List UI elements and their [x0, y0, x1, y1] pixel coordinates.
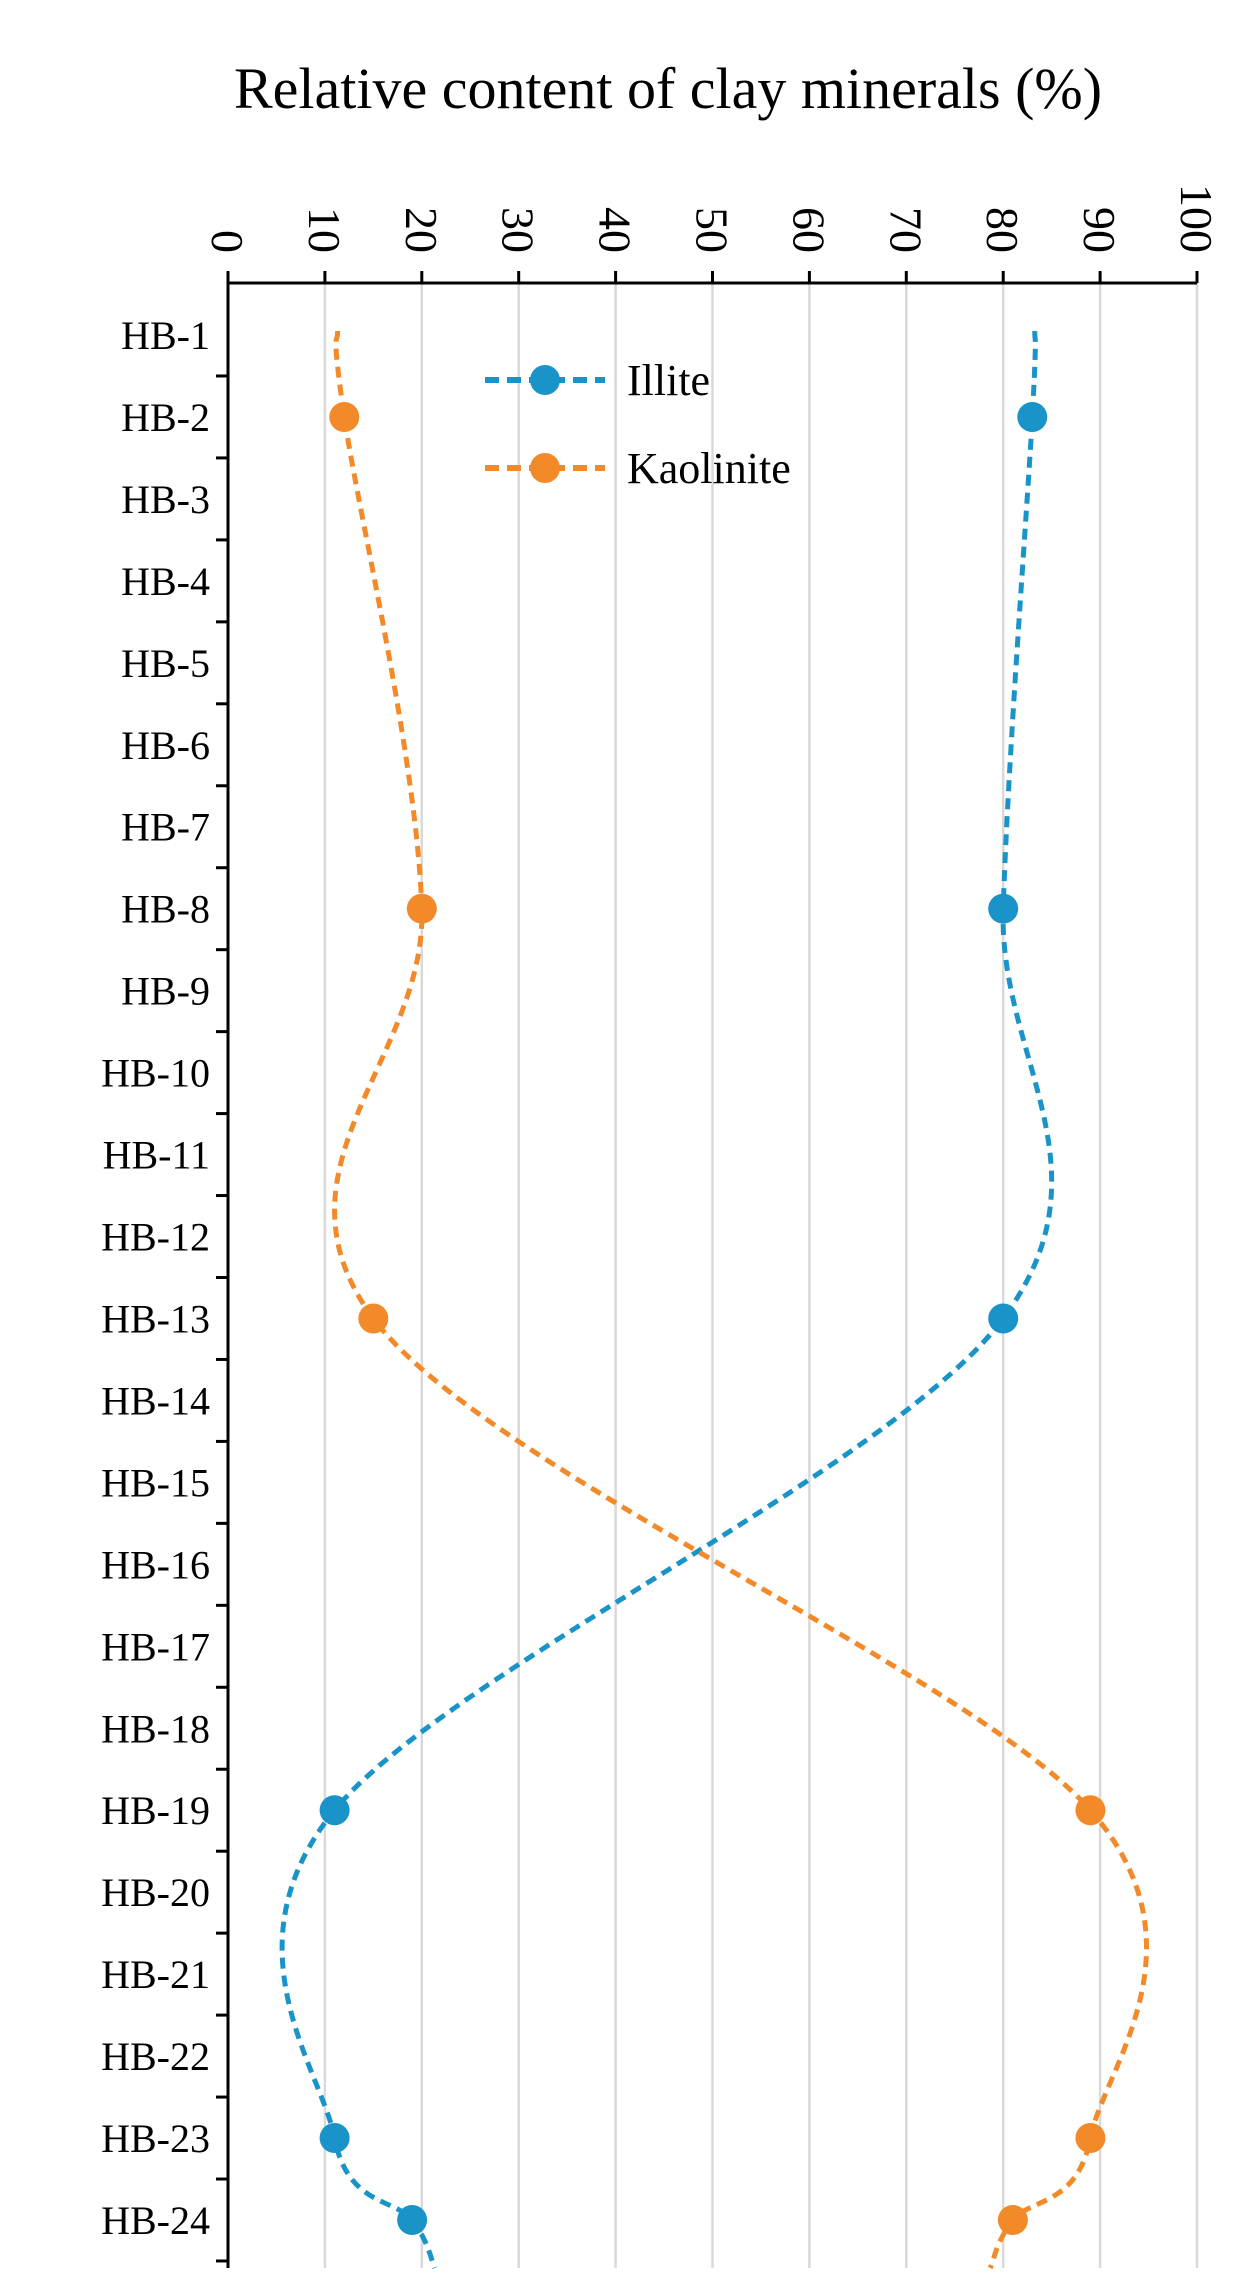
data-point-illite-HB-23 [319, 2123, 350, 2154]
y-category-label-HB-15: HB-15 [101, 1460, 210, 1505]
legend-swatch-marker-kaolinite [530, 453, 560, 483]
x-tick-label-30: 30 [493, 207, 544, 253]
x-tick-label-80: 80 [977, 207, 1028, 253]
legend-label-illite: Illite [627, 356, 710, 405]
legend: Illite Kaolinite [485, 356, 791, 493]
series-line-illite [279, 330, 1055, 2270]
x-tick-label-0: 0 [202, 230, 253, 253]
chart-title: Relative content of clay minerals (%) [234, 56, 1102, 121]
x-tick-label-90: 90 [1074, 207, 1125, 253]
x-tick-label-50: 50 [687, 207, 738, 253]
legend-label-kaolinite: Kaolinite [627, 444, 791, 493]
data-point-illite-HB-8 [988, 893, 1019, 924]
legend-swatch-marker-illite [530, 365, 560, 395]
y-category-label-HB-14: HB-14 [101, 1378, 210, 1423]
y-category-label-HB-3: HB-3 [121, 477, 210, 522]
data-point-kaolinite-HB-23 [1075, 2123, 1106, 2154]
data-point-illite-HB-19 [319, 1795, 350, 1826]
y-category-label-HB-16: HB-16 [101, 1542, 210, 1587]
data-point-kaolinite-HB-8 [406, 893, 437, 924]
data-point-kaolinite-HB-2 [329, 401, 360, 432]
legend-item-kaolinite: Kaolinite [485, 444, 791, 493]
data-point-kaolinite-HB-13 [358, 1303, 389, 1334]
y-category-label-HB-10: HB-10 [101, 1051, 210, 1096]
x-tick-label-70: 70 [880, 207, 931, 253]
data-point-illite-HB-2 [1017, 401, 1048, 432]
y-category-label-HB-9: HB-9 [121, 969, 210, 1014]
y-category-label-HB-22: HB-22 [101, 2034, 210, 2079]
y-category-label-HB-18: HB-18 [101, 1706, 210, 1751]
axis-layer: 0 10 20 30 40 50 60 70 80 90 100 HB-1 HB-2 HB-3 HB-4 HB… [101, 184, 1222, 2268]
data-point-kaolinite-HB-19 [1075, 1795, 1106, 1826]
y-category-label-HB-17: HB-17 [101, 1624, 210, 1669]
x-tick-label-40: 40 [590, 207, 641, 253]
y-category-label-HB-13: HB-13 [101, 1296, 210, 1341]
y-category-label-HB-19: HB-19 [101, 1788, 210, 1833]
y-category-label-HB-2: HB-2 [121, 395, 210, 440]
x-tick-label-100: 100 [1171, 184, 1222, 253]
y-category-label-HB-4: HB-4 [121, 559, 210, 604]
y-category-label-HB-23: HB-23 [101, 2116, 210, 2161]
y-category-label-HB-6: HB-6 [121, 723, 210, 768]
y-category-label-HB-21: HB-21 [101, 1952, 210, 1997]
y-category-label-HB-11: HB-11 [103, 1133, 210, 1178]
y-category-label-HB-1: HB-1 [121, 313, 210, 358]
data-point-kaolinite-HB-24 [997, 2205, 1028, 2235]
x-tick-label-60: 60 [783, 207, 834, 253]
series-line-kaolinite [332, 330, 1149, 2270]
series-layer [279, 330, 1149, 2270]
y-category-label-HB-12: HB-12 [101, 1215, 210, 1260]
y-category-label-HB-5: HB-5 [121, 641, 210, 686]
x-tick-label-20: 20 [396, 207, 447, 253]
data-point-illite-HB-24 [397, 2205, 428, 2235]
y-category-label-HB-24: HB-24 [101, 2198, 210, 2243]
y-category-label-HB-7: HB-7 [121, 805, 210, 850]
y-category-label-HB-20: HB-20 [101, 1870, 210, 1915]
data-point-illite-HB-13 [988, 1303, 1019, 1334]
y-category-label-HB-8: HB-8 [121, 887, 210, 932]
legend-item-illite: Illite [485, 356, 710, 405]
grid-layer [323, 283, 1199, 2268]
x-tick-label-10: 10 [299, 207, 350, 253]
